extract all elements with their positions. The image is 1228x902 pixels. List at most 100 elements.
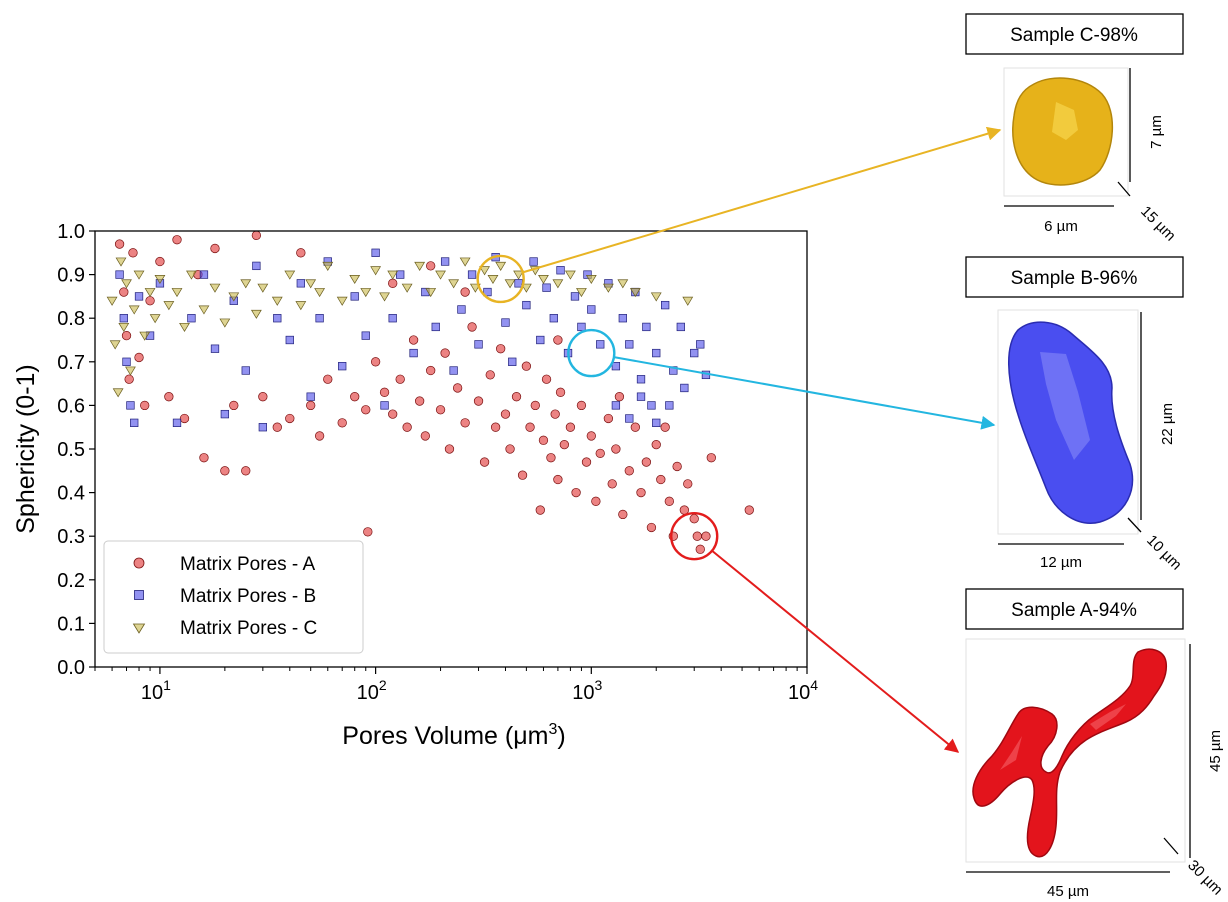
data-point-a: [124, 374, 134, 384]
data-point-b: [467, 270, 477, 279]
data-point-a: [641, 457, 652, 467]
data-point-b: [665, 401, 674, 410]
dim-line-depth-b: [1127, 517, 1142, 533]
data-point-b: [618, 314, 627, 323]
data-point-b: [130, 418, 139, 427]
data-point-a: [241, 466, 251, 476]
data-point-c: [448, 279, 460, 289]
data-point-b: [596, 340, 605, 349]
data-point-a: [134, 352, 144, 363]
data-point-b: [636, 392, 646, 401]
data-point-b: [388, 314, 397, 323]
data-point-b: [273, 314, 282, 323]
data-point-a: [251, 231, 262, 241]
data-point-a: [350, 392, 360, 402]
data-point-a: [119, 287, 129, 297]
data-point-b: [642, 322, 651, 332]
data-point-a: [576, 400, 587, 411]
data-point-b: [306, 392, 315, 401]
data-point-c: [479, 266, 490, 276]
data-point-a: [535, 505, 545, 515]
data-point-b: [115, 270, 124, 279]
data-point-a: [603, 413, 614, 424]
data-point-a: [683, 479, 693, 489]
data-point-c: [171, 288, 183, 298]
y-axis-ticks: 0.0 0.1 0.2 0.3 0.4 0.5 0.6 0.7 0.8 0.9 1.0: [57, 221, 95, 679]
panel-title-box-a: [965, 588, 1184, 630]
data-point-b: [315, 314, 324, 323]
data-point-b: [252, 261, 261, 271]
data-point-b: [241, 366, 250, 375]
data-point-b: [680, 383, 689, 393]
y-axis-title: Sphericity (0-1): [12, 364, 40, 534]
data-point-c: [144, 288, 156, 298]
data-point-a: [408, 335, 419, 345]
data-point-c: [564, 270, 576, 280]
y-tick-label: 0.8: [57, 308, 85, 330]
y-tick-label: 0.9: [57, 265, 85, 287]
data-point-a: [511, 392, 522, 402]
data-point-a: [121, 330, 132, 341]
data-point-b: [457, 305, 466, 314]
dim-label-depth-b: 10 µm: [1143, 532, 1185, 574]
legend: Matrix Pores - A Matrix Pores - B Matrix…: [103, 540, 364, 654]
connector-arrow: [522, 126, 1002, 274]
connector-arrow: [613, 356, 996, 430]
data-point-c: [495, 261, 507, 271]
data-point-c: [250, 309, 262, 319]
data-point-b: [210, 344, 220, 353]
data-point-b: [258, 423, 267, 432]
data-point-a: [388, 409, 398, 419]
data-point-a: [546, 453, 556, 463]
data-point-b: [431, 322, 440, 332]
data-point-a: [591, 496, 601, 506]
data-point-a: [272, 422, 282, 432]
highlight-circle: [670, 512, 719, 561]
y-tick-label: 0.1: [57, 613, 85, 635]
data-point-a: [559, 439, 570, 450]
dim-label-width-c: 6 µm: [1044, 218, 1078, 235]
data-point-a: [695, 544, 705, 554]
highlight-circle: [567, 328, 616, 378]
data-point-a: [402, 422, 412, 432]
data-point-a: [541, 374, 552, 384]
y-tick-label: 0.5: [57, 439, 85, 461]
data-point-b: [380, 401, 389, 410]
data-point-c: [228, 292, 240, 302]
data-point-c: [186, 270, 197, 280]
data-point-a: [496, 344, 506, 354]
data-point-b: [483, 287, 492, 297]
dim-label-height-b: 22 µm: [1159, 403, 1176, 445]
y-tick-label: 0.2: [57, 570, 85, 592]
y-tick-label: 0.3: [57, 526, 85, 548]
data-point-c: [198, 305, 210, 315]
panel-title-box-c: [965, 13, 1184, 55]
data-point-b: [625, 340, 634, 349]
data-point-b: [474, 340, 483, 349]
data-point-c: [219, 318, 231, 328]
data-point-c: [257, 283, 269, 293]
data-point-a: [128, 248, 138, 258]
data-point-a: [388, 278, 398, 288]
data-point-b: [172, 418, 182, 427]
data-point-b: [625, 414, 634, 423]
x-tick-label: 104: [788, 677, 818, 704]
data-point-a: [164, 392, 174, 402]
data-point-b: [536, 335, 545, 345]
data-point-a: [689, 514, 699, 524]
data-point-b: [122, 357, 131, 366]
data-point-c: [271, 296, 283, 306]
data-point-b: [187, 314, 196, 323]
data-point-a: [618, 509, 628, 520]
data-point-a: [664, 496, 674, 506]
data-point-a: [140, 400, 150, 411]
data-point-a: [306, 400, 316, 411]
data-point-a: [473, 396, 484, 406]
panel-title-a: Sample A-94%: [1011, 600, 1137, 621]
data-point-a: [538, 435, 549, 445]
data-point-a: [595, 448, 605, 459]
data-point-b: [549, 314, 558, 323]
data-point-a: [646, 522, 657, 533]
data-point-b: [556, 266, 565, 275]
data-point-b: [361, 331, 370, 340]
